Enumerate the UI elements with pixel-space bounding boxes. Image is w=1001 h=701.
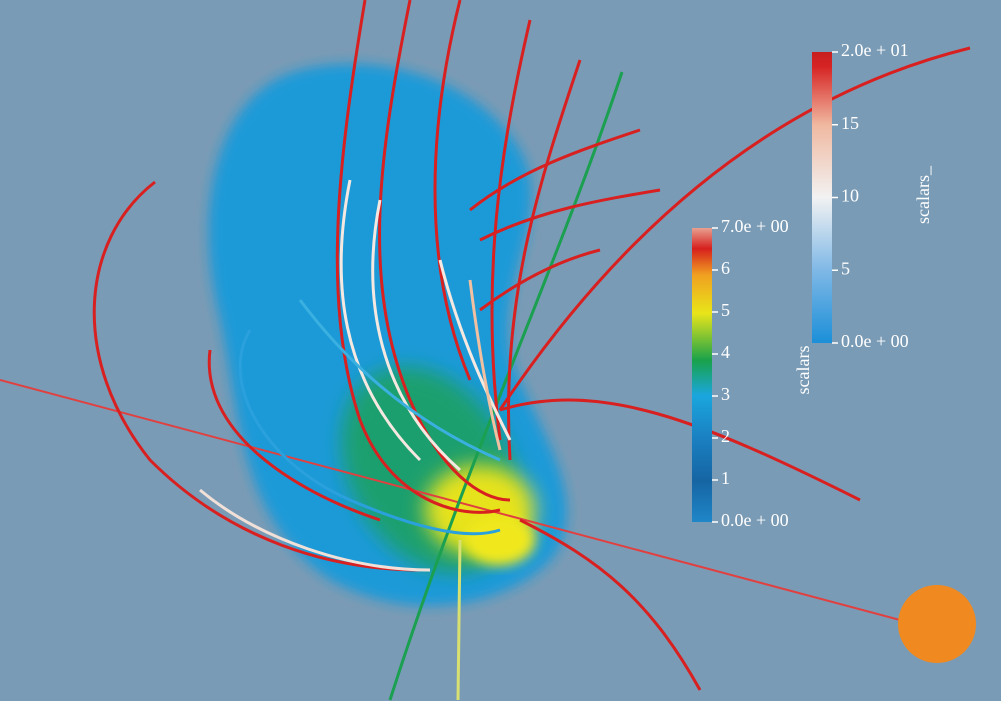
colorbar-scalars-underscore — [812, 52, 832, 343]
page: {"colorbars": [ {"title": "scalars", "ra… — [0, 0, 1001, 701]
colorbar-title: scalars — [793, 346, 813, 395]
colorbar-title: scalars_ — [913, 165, 933, 224]
sun-marker — [898, 585, 976, 663]
tick-label: 2 — [721, 426, 730, 446]
colorbar-scalars — [692, 228, 712, 522]
tick-label: 10 — [841, 186, 859, 206]
tick-label: 0.0e + 00 — [841, 331, 909, 351]
tick-label: 5 — [841, 258, 850, 278]
tick-label: 2.0e + 01 — [841, 40, 909, 60]
tick-label: 4 — [721, 342, 730, 362]
tick-label: 15 — [841, 113, 859, 133]
tick-label: 6 — [721, 258, 730, 278]
tick-label: 0.0e + 00 — [721, 510, 789, 530]
tick-label: 5 — [721, 300, 730, 320]
tick-label: 1 — [721, 468, 730, 488]
tick-label: 3 — [721, 384, 730, 404]
render-view: 0.0e + 00 1 2 3 4 5 6 7.0e + 00 scalars 0.0e + 00… — [0, 0, 1001, 701]
tick-label: 7.0e + 00 — [721, 216, 789, 236]
